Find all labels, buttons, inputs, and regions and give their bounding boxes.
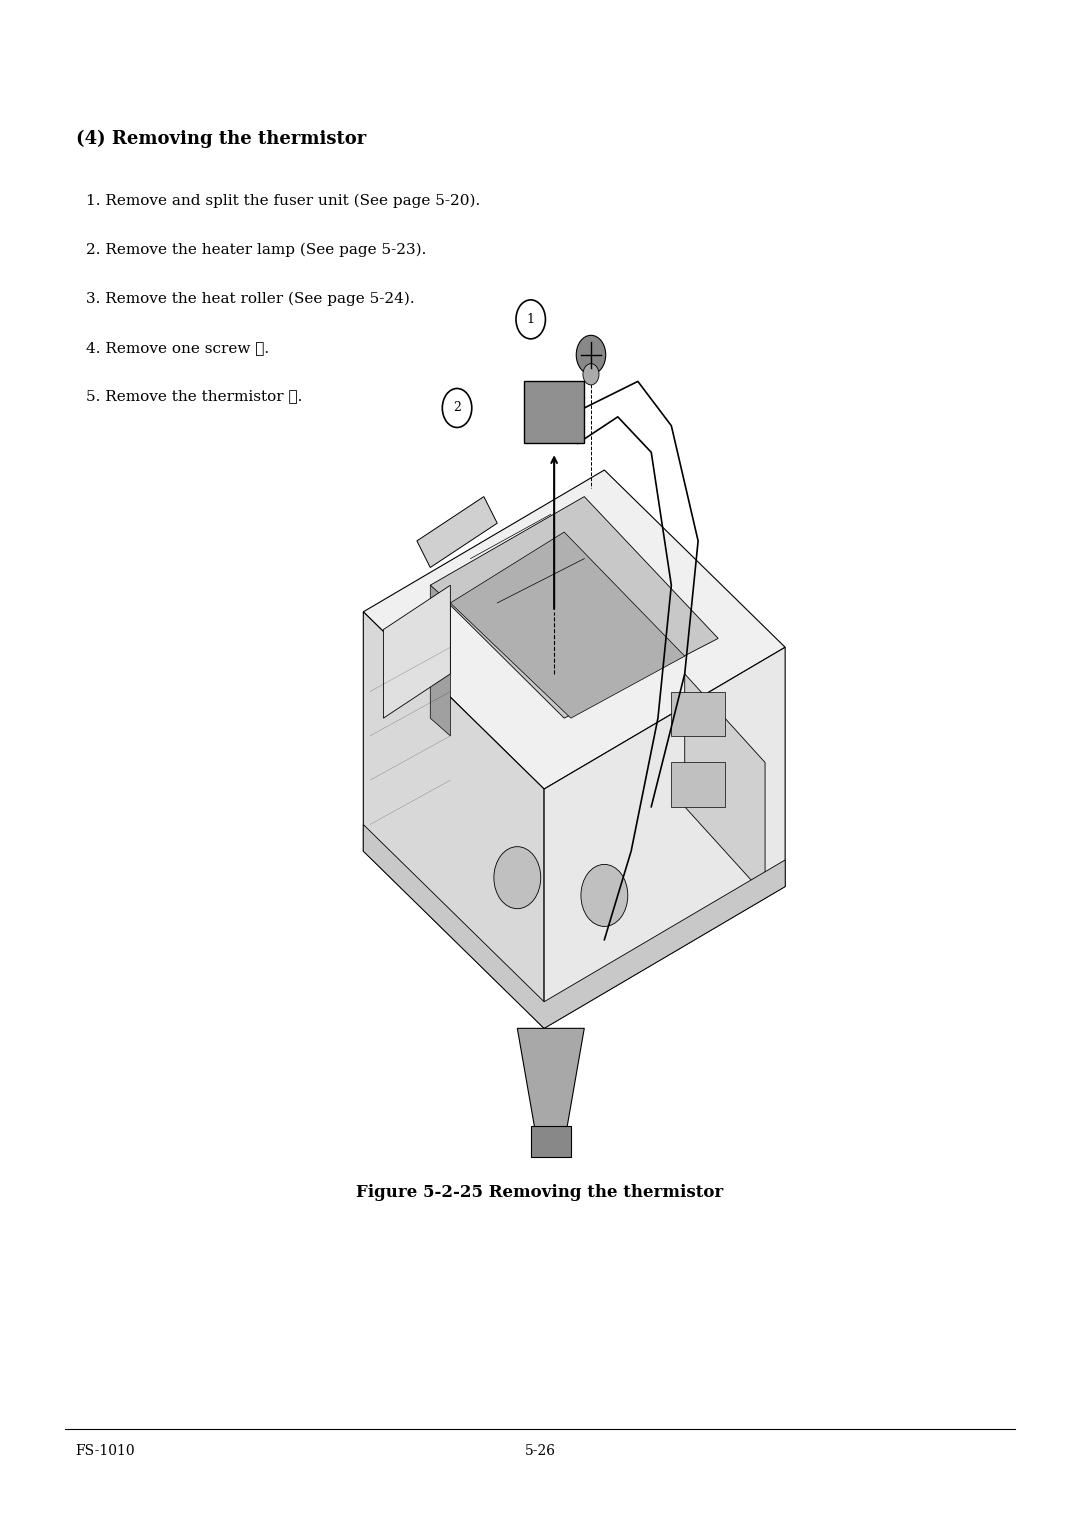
- Text: 4. Remove one screw ①.: 4. Remove one screw ①.: [86, 341, 270, 354]
- Polygon shape: [685, 674, 765, 895]
- Polygon shape: [363, 611, 544, 1028]
- Polygon shape: [363, 471, 785, 788]
- FancyBboxPatch shape: [672, 692, 725, 736]
- Text: 2. Remove the heater lamp (See page 5-23).: 2. Remove the heater lamp (See page 5-23…: [86, 243, 427, 257]
- Polygon shape: [363, 825, 785, 1028]
- Polygon shape: [450, 532, 685, 718]
- FancyBboxPatch shape: [530, 1126, 571, 1157]
- Text: 5. Remove the thermistor ②.: 5. Remove the thermistor ②.: [86, 390, 302, 403]
- Text: (4) Removing the thermistor: (4) Removing the thermistor: [76, 130, 366, 148]
- Text: FS-1010: FS-1010: [76, 1444, 135, 1458]
- Circle shape: [583, 364, 599, 385]
- Text: 3. Remove the heat roller (See page 5-24).: 3. Remove the heat roller (See page 5-24…: [86, 292, 415, 306]
- Polygon shape: [383, 585, 450, 718]
- Circle shape: [443, 388, 472, 428]
- Circle shape: [577, 335, 606, 374]
- Polygon shape: [517, 1028, 584, 1143]
- Circle shape: [494, 847, 541, 909]
- Polygon shape: [417, 497, 497, 567]
- Text: 2: 2: [454, 402, 461, 414]
- Circle shape: [581, 865, 627, 926]
- Polygon shape: [430, 497, 718, 718]
- Circle shape: [516, 299, 545, 339]
- Text: 1: 1: [527, 313, 535, 325]
- Text: 5-26: 5-26: [525, 1444, 555, 1458]
- FancyBboxPatch shape: [672, 762, 725, 807]
- Text: Figure 5-2-25 Removing the thermistor: Figure 5-2-25 Removing the thermistor: [356, 1184, 724, 1201]
- FancyBboxPatch shape: [524, 382, 584, 443]
- Polygon shape: [430, 585, 450, 736]
- Polygon shape: [544, 648, 785, 1028]
- Text: 1. Remove and split the fuser unit (See page 5-20).: 1. Remove and split the fuser unit (See …: [86, 194, 481, 208]
